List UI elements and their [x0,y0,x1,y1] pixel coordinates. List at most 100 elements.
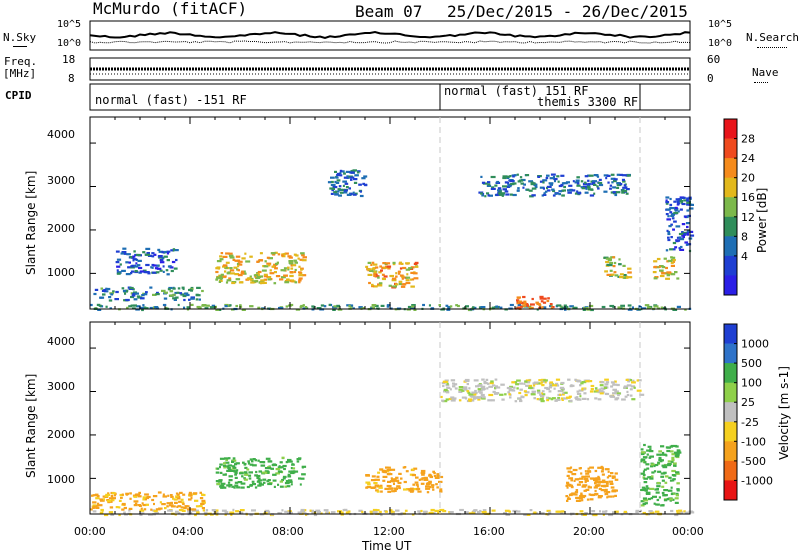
velocity-cell-f7 [646,487,650,490]
power-cell-f2 [270,252,276,255]
velocity-cell-f6 [594,480,599,483]
velocity-cell-f0 [591,510,596,513]
power-cell-f2 [287,266,290,269]
power-colorbar-swatch [724,138,737,159]
power-cell-f4 [535,301,539,304]
velocity-cell-f5 [570,384,573,387]
power-cell-f0 [279,307,284,310]
velocity-cell-f7 [664,475,669,478]
power-cell-f2 [229,267,233,270]
velocity-cell-f6 [575,496,580,499]
power-cell-f10 [686,209,690,212]
velocity-cell-f5 [516,387,519,390]
power-cell-f4 [516,296,520,299]
power-cell-f5 [622,264,626,267]
velocity-cell-f2 [254,474,258,477]
power-cell-f10 [683,232,687,236]
power-cell-f0 [445,304,449,307]
power-cell-f10 [689,197,692,200]
velocity-cell-f5 [468,399,472,402]
power-cell-f1 [149,286,153,289]
power-cell-f0 [90,303,93,307]
velocity-cell-f1 [166,505,169,508]
velocity-cell-f5 [512,386,516,389]
power-cell-f0 [336,304,341,307]
power-cell-f10 [669,211,672,214]
velocity-cell-f4 [434,476,440,479]
velocity-cell-f2 [243,478,248,481]
velocity-cell-f0 [311,511,315,514]
velocity-cell-f0 [99,511,104,514]
power-cell-f4 [540,300,544,303]
velocity-cell-f5 [533,397,536,400]
power-cell-f0 [126,306,129,309]
power-cell-f7 [336,172,341,175]
velocity-cell-f2 [244,473,249,476]
power-cell-f0 [97,308,102,311]
power-cell-f8 [615,191,621,194]
power-cell-f1 [131,294,136,297]
nave-legend-line [754,82,768,83]
velocity-cell-f4 [421,473,425,476]
power-cell-f7 [358,183,362,186]
velocity-cell-f5 [473,392,478,395]
power-cell-f8 [481,194,484,197]
power-cell-f4 [541,306,544,309]
velocity-cell-f0 [175,510,179,513]
velocity-cell-f0 [204,513,208,516]
power-cell-f7 [335,190,340,193]
velocity-cell-f2 [279,485,284,488]
velocity-cell-f2 [248,474,252,477]
velocity-cell-f1 [155,508,161,511]
velocity-cell-f1 [170,501,173,504]
velocity-cell-f7 [640,500,645,503]
power-cell-f5 [606,263,611,266]
power-cell-f9 [174,249,179,252]
velocity-cell-f7 [671,456,675,459]
velocity-cell-f0 [203,511,208,514]
power-cell-f3 [373,285,378,288]
velocity-cell-f7 [667,460,671,463]
noise-right-top: 10^5 [708,19,733,30]
velocity-cell-f7 [670,460,674,463]
power-cell-f0 [215,308,220,311]
power-cell-f5 [613,271,617,274]
power-cell-f8 [486,192,490,195]
velocity-cell-f7 [645,485,649,488]
velocity-colorbar-frame [723,323,738,501]
power-cell-f0 [328,303,331,306]
power-cell-f1 [172,297,177,300]
velocity-cell-f3 [388,473,393,476]
velocity-cell-f2 [252,464,257,467]
power-cell-f1 [188,288,192,292]
velocity-cell-f7 [658,450,662,453]
velocity-cell-f1 [110,499,115,502]
power-cell-f8 [619,173,623,176]
power-cell-f5 [619,273,624,276]
power-cell-f1 [124,292,127,295]
power-cell-f8 [533,184,538,187]
power-cell-f1 [142,292,145,295]
velocity-cell-f6 [567,470,571,473]
velocity-cell-f6 [575,489,579,492]
velocity-cell-f7 [657,503,660,506]
velocity-cell-f5 [511,389,516,392]
power-cell-f8 [613,180,617,183]
power-cell-f2 [234,273,240,276]
velocity-cell-f2 [284,482,290,485]
velocity-cell-f1 [92,506,95,509]
velocity-cell-f5 [576,392,582,395]
velocity-cell-f2 [222,473,227,476]
velocity-cell-f7 [650,463,655,466]
velocity-cell-f0 [310,509,315,512]
power-cell-f0 [209,306,215,309]
power-cell-f9 [172,249,175,252]
power-cell-f2 [257,270,262,274]
velocity-cell-f2 [287,473,291,476]
velocity-cell-f3 [398,486,401,490]
power-colorbar-swatch [724,119,737,139]
power-cell-f2 [272,253,276,256]
velocity-cell-f6 [569,471,573,474]
velocity-cell-f1 [157,491,162,494]
velocity-cell-f2 [219,457,225,460]
